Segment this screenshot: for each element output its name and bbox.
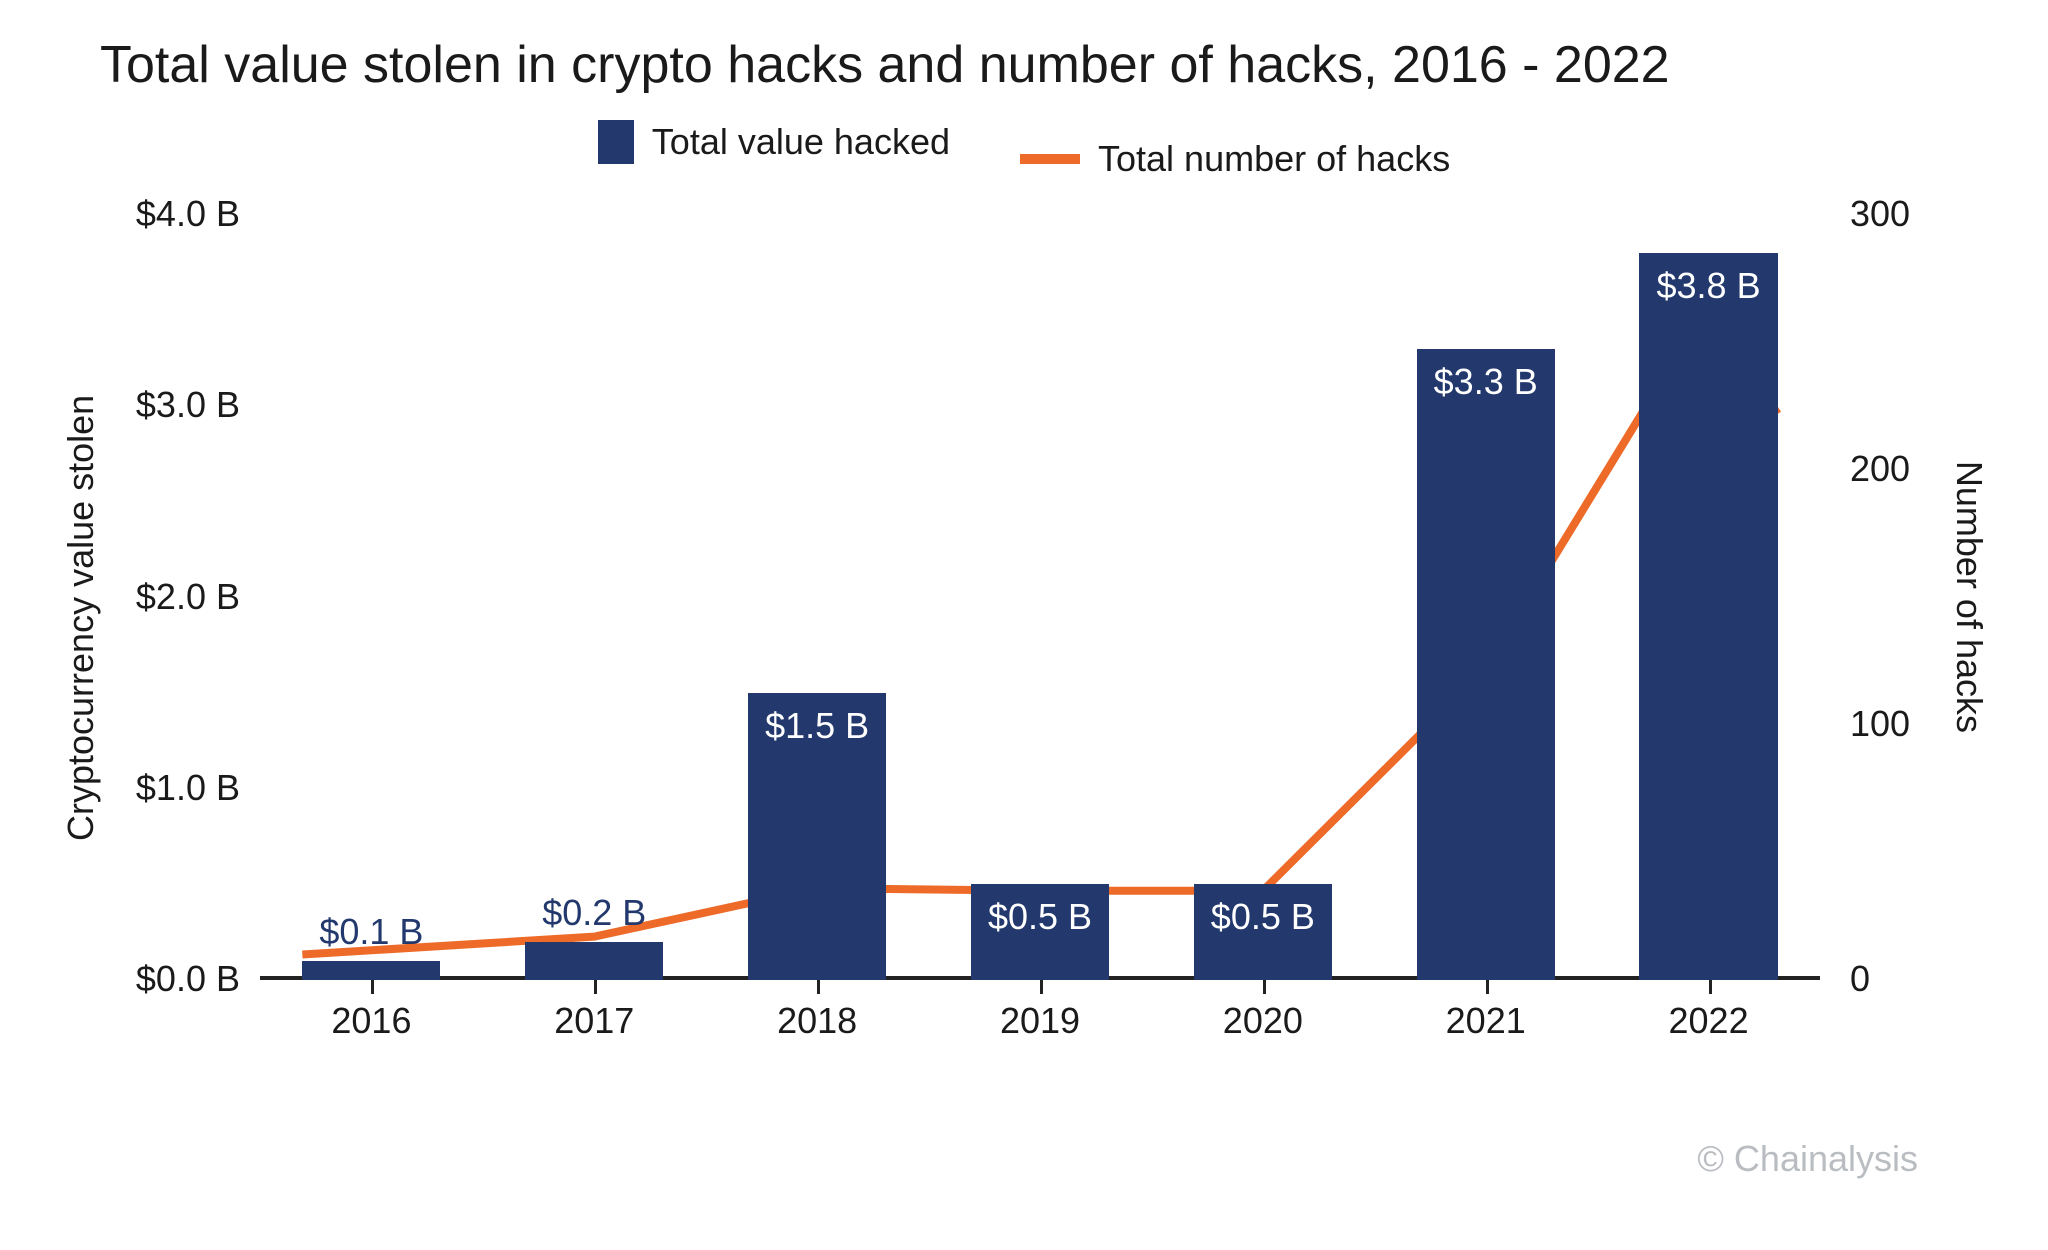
legend-label-line: Total number of hacks xyxy=(1098,138,1450,180)
x-tick-mark xyxy=(1263,980,1266,994)
x-tick-mark xyxy=(1486,980,1489,994)
x-tick-label: 2022 xyxy=(1669,1000,1749,1042)
x-tick-label: 2017 xyxy=(554,1000,634,1042)
attribution: © Chainalysis xyxy=(1697,1138,1918,1180)
bar: $3.8 B xyxy=(1639,253,1777,980)
x-tick-mark xyxy=(371,980,374,994)
y-left-tick-label: $2.0 B xyxy=(80,576,240,618)
legend-label-bars: Total value hacked xyxy=(652,121,950,163)
x-tick-label: 2016 xyxy=(331,1000,411,1042)
legend-item-line: Total number of hacks xyxy=(1020,138,1450,180)
x-tick-label: 2019 xyxy=(1000,1000,1080,1042)
bar-value-label: $0.5 B xyxy=(1194,896,1332,938)
bar: $1.5 B xyxy=(748,693,886,980)
y-axis-right-label: Number of hacks xyxy=(1948,460,1990,732)
chart-title: Total value stolen in crypto hacks and n… xyxy=(100,35,1670,95)
bar: $3.3 B xyxy=(1417,349,1555,980)
plot-area: $0.0 B$1.0 B$2.0 B$3.0 B$4.0 B0100200300… xyxy=(260,215,1820,980)
x-tick-label: 2018 xyxy=(777,1000,857,1042)
bar-value-label: $3.8 B xyxy=(1639,265,1777,307)
line-path xyxy=(302,304,1777,954)
bar-value-label: $3.3 B xyxy=(1417,361,1555,403)
legend-item-bars: Total value hacked xyxy=(598,120,950,164)
x-tick-mark xyxy=(1709,980,1712,994)
legend-swatch-line xyxy=(1020,154,1080,164)
y-left-tick-label: $1.0 B xyxy=(80,767,240,809)
bar-value-label: $0.1 B xyxy=(302,911,440,953)
y-right-tick-label: 300 xyxy=(1850,193,1970,235)
bar-value-label: $0.5 B xyxy=(971,896,1109,938)
y-right-tick-label: 0 xyxy=(1850,958,1970,1000)
x-tick-mark xyxy=(817,980,820,994)
y-right-tick-label: 100 xyxy=(1850,703,1970,745)
bar-value-label: $0.2 B xyxy=(525,892,663,934)
legend-swatch-bar xyxy=(598,120,634,164)
y-left-tick-label: $3.0 B xyxy=(80,384,240,426)
y-left-tick-label: $0.0 B xyxy=(80,958,240,1000)
line-series xyxy=(260,215,1820,980)
bar: $0.2 B xyxy=(525,942,663,980)
chart-container: Total value stolen in crypto hacks and n… xyxy=(0,0,2048,1250)
x-tick-label: 2021 xyxy=(1446,1000,1526,1042)
x-tick-label: 2020 xyxy=(1223,1000,1303,1042)
x-tick-mark xyxy=(1040,980,1043,994)
bar: $0.5 B xyxy=(971,884,1109,980)
x-tick-mark xyxy=(594,980,597,994)
y-right-tick-label: 200 xyxy=(1850,448,1970,490)
legend: Total value hacked Total number of hacks xyxy=(0,120,2048,180)
bar-value-label: $1.5 B xyxy=(748,705,886,747)
bar: $0.1 B xyxy=(302,961,440,980)
bar: $0.5 B xyxy=(1194,884,1332,980)
y-left-tick-label: $4.0 B xyxy=(80,193,240,235)
